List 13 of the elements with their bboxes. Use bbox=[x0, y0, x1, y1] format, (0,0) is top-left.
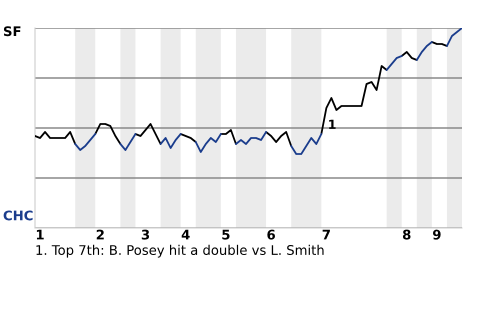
x-tick-label: 3 bbox=[142, 230, 150, 240]
x-tick-label: 1 bbox=[36, 230, 44, 240]
x-tick-label: 7 bbox=[322, 230, 330, 240]
text: SF bbox=[4, 26, 20, 36]
x-tick-label: 2 bbox=[96, 230, 104, 240]
text: 1. Top 7th: B. Posey hit a double vs L. Smith bbox=[36, 244, 324, 258]
x-tick-label: 5 bbox=[222, 230, 230, 240]
x-tick-label: 8 bbox=[402, 230, 411, 240]
x-tick-label: 6 bbox=[267, 230, 275, 240]
text: CHC bbox=[4, 210, 33, 220]
x-tick-label: 9 bbox=[432, 230, 441, 240]
annotation: 1 bbox=[329, 120, 336, 129]
x-tick-label: 4 bbox=[182, 230, 190, 240]
